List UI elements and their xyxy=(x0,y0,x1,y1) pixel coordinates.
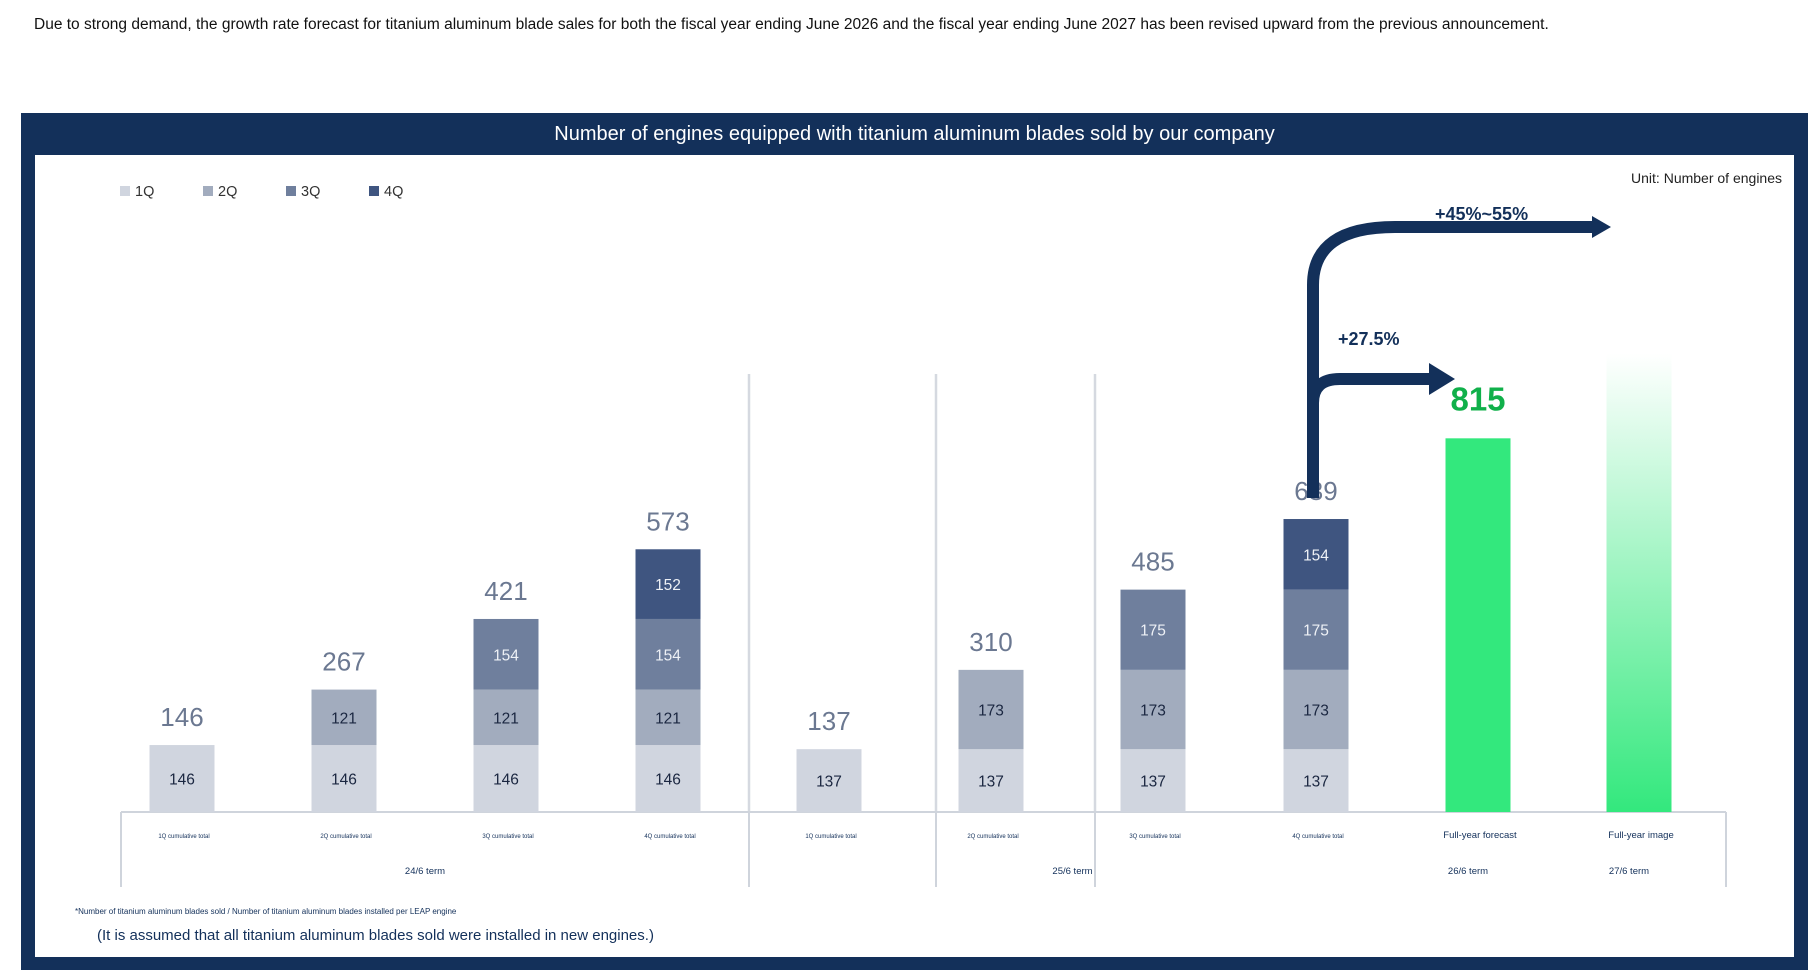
footnote: *Number of titanium aluminum blades sold… xyxy=(75,907,457,916)
bar-total-label: 267 xyxy=(322,647,365,677)
bar-total-label: 310 xyxy=(969,627,1012,657)
segment-value-label: 146 xyxy=(169,772,195,789)
bar-segment xyxy=(635,549,701,619)
chart-title: Number of engines equipped with titanium… xyxy=(554,122,1275,145)
bar-segment xyxy=(635,618,701,690)
bar-segment xyxy=(1120,749,1186,812)
chart-frame: Number of engines equipped with titanium… xyxy=(21,113,1808,970)
segment-value-label: 154 xyxy=(493,647,519,664)
legend-swatch-3q xyxy=(286,186,296,196)
full-year-forecast-bar xyxy=(1445,438,1511,812)
segment-value-label: 137 xyxy=(1140,774,1166,791)
growth-annotation-forecast: +27.5% xyxy=(1338,329,1400,349)
bar-segment xyxy=(149,745,215,812)
bar-total-label: 485 xyxy=(1131,547,1174,577)
bar-segment xyxy=(473,618,539,690)
chart-panel: 1Q 2Q 3Q 4Q 146 146 1Q cumulative total 146 121 2… xyxy=(35,155,1794,957)
arrow-shaft-forecast xyxy=(1307,373,1431,425)
x-tick-label: 3Q cumulative total xyxy=(482,834,533,840)
segment-value-label: 152 xyxy=(655,577,681,594)
growth-annotation-image: +45%~55% xyxy=(1435,204,1528,224)
bar-segment xyxy=(635,745,701,812)
group-label: 27/6 term xyxy=(1609,866,1649,877)
bar-segment xyxy=(958,749,1024,812)
bar-total-label: 146 xyxy=(160,702,203,732)
segment-value-label: 121 xyxy=(655,710,681,727)
legend-label-1q: 1Q xyxy=(135,184,154,200)
segment-value-label: 137 xyxy=(978,774,1004,791)
bar-segment xyxy=(1283,749,1349,812)
unit-label: Unit: Number of engines xyxy=(1631,170,1782,186)
segment-value-label: 146 xyxy=(331,772,357,789)
legend-swatch-2q xyxy=(203,186,213,196)
bar-segment xyxy=(1283,669,1349,750)
bar-segment xyxy=(1283,519,1349,590)
segment-value-label: 137 xyxy=(1303,774,1329,791)
bar-segment xyxy=(958,669,1024,750)
group-label: 24/6 term xyxy=(405,866,445,877)
group-label: 25/6 term xyxy=(1052,866,1092,877)
x-tick-label: 2Q cumulative total xyxy=(320,834,371,840)
segment-value-label: 137 xyxy=(816,774,842,791)
segment-value-label: 175 xyxy=(1140,623,1166,640)
x-tick-label: Full-year forecast xyxy=(1443,830,1517,841)
x-tick-label: Full-year image xyxy=(1608,830,1673,841)
x-tick-label: 4Q cumulative total xyxy=(1292,834,1343,840)
bar-segment xyxy=(635,689,701,746)
bar-segment xyxy=(473,689,539,746)
intro-text: Due to strong demand, the growth rate fo… xyxy=(34,16,1549,33)
x-tick-label: 2Q cumulative total xyxy=(967,834,1018,840)
x-tick-label: 1Q cumulative total xyxy=(158,834,209,840)
bar-segment xyxy=(1120,589,1186,670)
segment-value-label: 173 xyxy=(1303,703,1329,720)
arrow-head-image xyxy=(1592,216,1611,238)
bar-segment xyxy=(311,689,377,746)
full-year-image-bar xyxy=(1606,353,1672,812)
bar-segment xyxy=(311,745,377,812)
arrow-head-forecast xyxy=(1429,363,1455,395)
segment-value-label: 121 xyxy=(493,710,519,727)
bar-total-label: 815 xyxy=(1450,380,1505,417)
legend-label-3q: 3Q xyxy=(301,184,320,200)
bar-segment xyxy=(796,749,862,812)
legend-label-4q: 4Q xyxy=(384,184,403,200)
segment-value-label: 146 xyxy=(493,772,519,789)
segment-value-label: 173 xyxy=(1140,703,1166,720)
segment-value-label: 121 xyxy=(331,710,357,727)
bar-segment xyxy=(1120,669,1186,750)
segment-value-label: 154 xyxy=(1303,547,1329,564)
bar-segment xyxy=(473,745,539,812)
stacked-bar-chart: 1Q 2Q 3Q 4Q 146 146 1Q cumulative total 146 121 2… xyxy=(120,184,1727,887)
segment-value-label: 175 xyxy=(1303,623,1329,640)
group-label: 26/6 term xyxy=(1448,866,1488,877)
segment-value-label: 154 xyxy=(655,647,681,664)
assumption-note: (It is assumed that all titanium aluminu… xyxy=(97,927,654,944)
bar-total-label: 573 xyxy=(646,506,689,536)
x-tick-label: 1Q cumulative total xyxy=(805,834,856,840)
x-tick-label: 3Q cumulative total xyxy=(1129,834,1180,840)
segment-value-label: 173 xyxy=(978,703,1004,720)
bar-segment xyxy=(1283,589,1349,670)
x-tick-label: 4Q cumulative total xyxy=(644,834,695,840)
legend-swatch-4q xyxy=(369,186,379,196)
bar-total-label: 137 xyxy=(807,706,850,736)
legend-swatch-1q xyxy=(120,186,130,196)
legend-label-2q: 2Q xyxy=(218,184,237,200)
bar-total-label: 421 xyxy=(484,576,527,606)
arrow-shaft-image xyxy=(1307,221,1595,425)
segment-value-label: 146 xyxy=(655,772,681,789)
